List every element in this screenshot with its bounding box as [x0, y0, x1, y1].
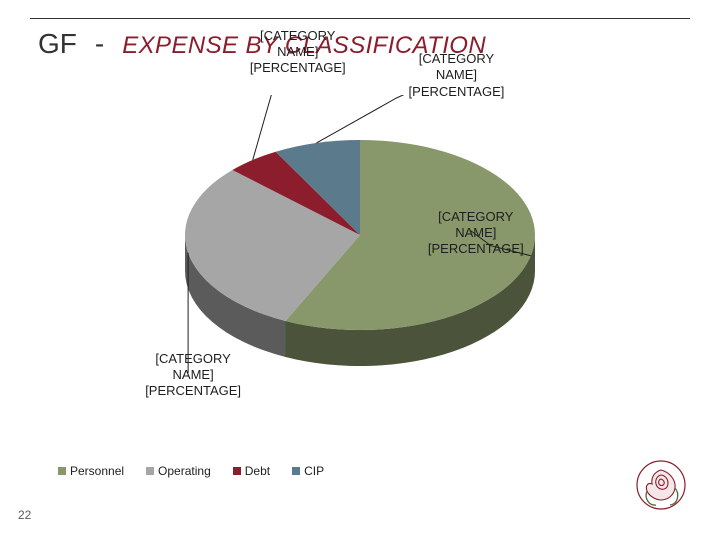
legend-swatch — [58, 467, 66, 475]
legend-item-personnel: Personnel — [58, 464, 124, 478]
title-dash: - — [95, 28, 104, 60]
legend-swatch — [233, 467, 241, 475]
rose-icon — [634, 458, 688, 512]
top-divider — [30, 18, 690, 19]
legend-label: Personnel — [70, 464, 124, 478]
page-number: 22 — [18, 508, 31, 522]
legend-item-operating: Operating — [146, 464, 211, 478]
legend-label: Debt — [245, 464, 270, 478]
data-label-debt: [CATEGORYNAME][PERCENTAGE] — [238, 28, 358, 77]
legend-label: Operating — [158, 464, 211, 478]
legend-item-cip: CIP — [292, 464, 324, 478]
title-prefix: GF — [38, 28, 77, 60]
legend-swatch — [292, 467, 300, 475]
data-label-personnel: [CATEGORYNAME][PERCENTAGE] — [416, 209, 536, 258]
data-label-operating: [CATEGORYNAME][PERCENTAGE] — [133, 351, 253, 400]
leader-line — [316, 95, 451, 143]
legend-item-debt: Debt — [233, 464, 270, 478]
legend-swatch — [146, 467, 154, 475]
data-label-cip: [CATEGORYNAME][PERCENTAGE] — [396, 51, 516, 100]
legend-label: CIP — [304, 464, 324, 478]
chart-legend: Personnel Operating Debt CIP — [58, 464, 324, 478]
slide-root: GF - EXPENSE BY CLASSIFICATION [CATEGORY… — [0, 0, 720, 540]
pie-chart: [CATEGORYNAME][PERCENTAGE][CATEGORYNAME]… — [140, 95, 580, 395]
